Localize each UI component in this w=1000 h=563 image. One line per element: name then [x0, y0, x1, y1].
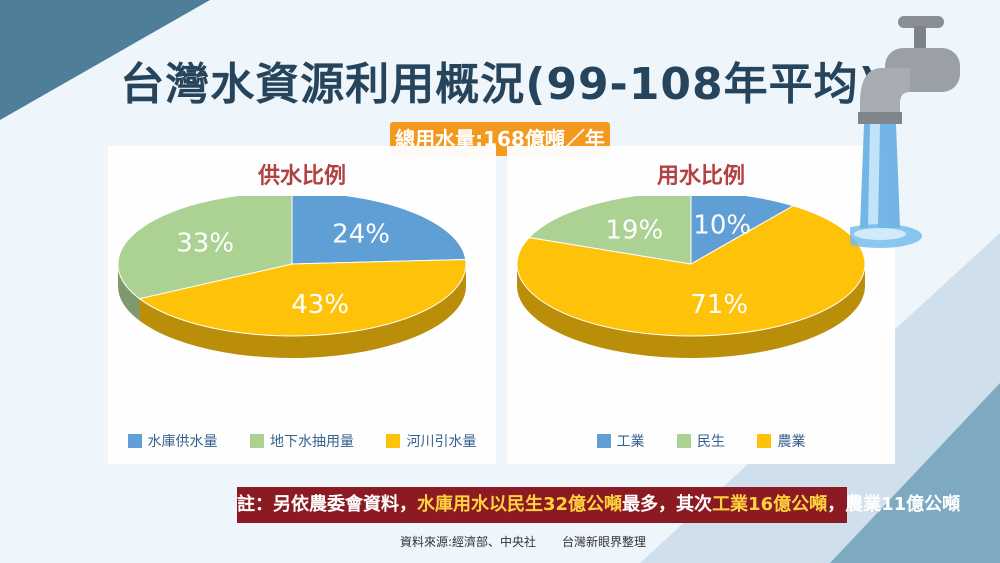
pie-slice [528, 196, 692, 265]
source-credit: 台灣新眼界整理 [562, 535, 647, 549]
pie-slice [117, 196, 293, 300]
water-faucet-icon [850, 16, 960, 248]
corner-decoration [0, 0, 210, 120]
chart-title: 供水比例 [257, 164, 346, 189]
pie-data-label: 19% [605, 215, 663, 245]
legend-item: 民生 [677, 431, 725, 451]
supply-pie-chart: 24% 43% 33% [117, 196, 467, 358]
pie-slice-side [517, 264, 865, 358]
pie-slice [138, 258, 467, 337]
legend-label: 河川引水量 [406, 434, 477, 450]
legend-swatch [386, 434, 401, 448]
note-text: 最多，其次 [622, 494, 713, 515]
legend-item: 農業 [757, 431, 805, 451]
note-text: 註：另依農委會資料， [237, 494, 417, 515]
legend-swatch [250, 434, 264, 448]
legend-swatch [127, 434, 142, 448]
pie-data-label: 43% [291, 290, 349, 320]
pie-data-label: 33% [176, 229, 234, 259]
page-title: 台灣水資源利用概況(99-108年平均) [120, 59, 880, 110]
pie-data-label: 10% [693, 210, 751, 240]
pie-slice [291, 196, 467, 265]
pie-slice-side [139, 264, 466, 358]
footnote-banner: 註：另依農委會資料，水庫用水以民生32億公噸最多，其次工業16億公噸，農業11億… [237, 487, 960, 523]
pie-data-label: 71% [690, 290, 748, 320]
chart-legend: 工業 民生 農業 [507, 431, 895, 451]
note-highlight: 水庫用水以 [417, 494, 507, 515]
legend-swatch [677, 434, 691, 448]
legend-swatch [757, 434, 772, 448]
legend-item: 地下水抽用量 [250, 431, 354, 451]
legend-label: 地下水抽用量 [270, 434, 354, 450]
legend-label: 工業 [616, 434, 645, 450]
note-highlight: 工業16億公噸 [712, 494, 828, 515]
note-highlight: 民生32億公噸 [507, 494, 623, 515]
legend-label: 水庫供水量 [147, 434, 218, 450]
pie-data-label: 24% [332, 220, 390, 250]
legend-item: 河川引水量 [386, 431, 476, 451]
source-caption: 資料來源:經濟部、中央社 台灣新眼界整理 [400, 533, 672, 550]
chart-legend: 水庫供水量 地下水抽用量 河川引水量 [108, 431, 496, 451]
pie-slice [690, 196, 795, 265]
pie-slice-side [118, 264, 140, 321]
legend-item: 水庫供水量 [127, 431, 218, 451]
legend-item: 工業 [596, 431, 645, 451]
legend-label: 農業 [777, 434, 806, 450]
legend-label: 民生 [697, 434, 725, 450]
source-text: 資料來源:經濟部、中央社 [400, 535, 537, 549]
usage-chart-panel: 用水比例 10% 71% 19% 工業 民生 農業 [507, 146, 895, 464]
supply-chart-panel: 供水比例 24% 43% 33% 水庫供水量 地下水抽用量 河川引水量 [108, 146, 496, 464]
usage-pie-chart: 10% 71% 19% [516, 196, 866, 358]
note-text: ，農業11億公噸 [827, 494, 961, 515]
chart-title: 用水比例 [656, 164, 745, 189]
legend-swatch [596, 434, 611, 448]
